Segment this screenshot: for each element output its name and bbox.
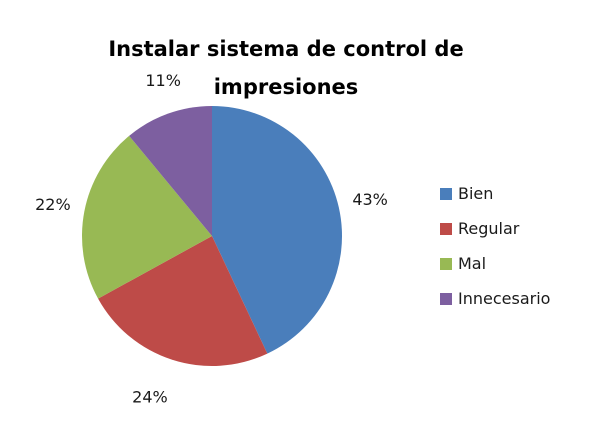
slice-label-mal: 22% bbox=[35, 195, 71, 214]
pie-slice-bien bbox=[212, 106, 342, 354]
slice-label-bien: 43% bbox=[352, 190, 388, 209]
slice-label-regular: 24% bbox=[132, 388, 168, 407]
chart-title: Instalar sistema de control de impresion… bbox=[0, 30, 572, 106]
legend-swatch-mal bbox=[440, 257, 452, 270]
legend-swatch-innecesario bbox=[440, 292, 452, 305]
legend: Bien Regular Mal Innecesario bbox=[440, 176, 550, 316]
legend-item-innecesario: Innecesario bbox=[440, 281, 550, 316]
legend-label-regular: Regular bbox=[458, 219, 520, 238]
pie-slice-mal bbox=[82, 135, 213, 299]
legend-label-bien: Bien bbox=[458, 184, 494, 203]
legend-swatch-regular bbox=[440, 222, 452, 235]
pie-slice-regular bbox=[98, 236, 268, 366]
legend-label-mal: Mal bbox=[458, 254, 487, 273]
legend-item-bien: Bien bbox=[440, 176, 550, 211]
legend-item-mal: Mal bbox=[440, 246, 550, 281]
legend-item-regular: Regular bbox=[440, 211, 550, 246]
legend-label-innecesario: Innecesario bbox=[458, 289, 551, 308]
slice-label-innecesario: 11% bbox=[145, 71, 181, 90]
chart-title-line-1: Instalar sistema de control de bbox=[108, 37, 464, 61]
pie-slice-innecesario bbox=[129, 106, 212, 236]
chart-title-line-2: impresiones bbox=[213, 75, 359, 99]
legend-swatch-bien bbox=[440, 187, 452, 200]
